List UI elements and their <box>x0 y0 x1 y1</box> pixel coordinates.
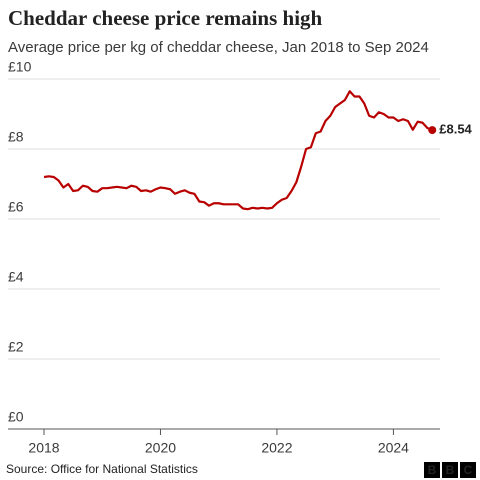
logo-box <box>460 462 476 478</box>
x-tick-label: 2018 <box>28 440 59 456</box>
x-tick-label: 2022 <box>261 440 292 456</box>
logo-letter: C <box>464 463 473 477</box>
y-tick-label: £4 <box>8 269 24 285</box>
y-tick-label: £10 <box>8 59 32 75</box>
source: Source: Office for National Statistics <box>6 462 198 476</box>
logo-letter: B <box>446 463 455 477</box>
chart-title: Cheddar cheese price remains high <box>8 6 323 30</box>
end-point <box>428 126 437 135</box>
value-label: £8.54 <box>439 122 472 137</box>
y-tick-label: £8 <box>8 129 24 145</box>
x-tick-label: 2020 <box>145 440 176 456</box>
y-tick-label: £2 <box>8 339 24 355</box>
logo-letter: B <box>428 463 437 477</box>
y-tick-label: £6 <box>8 199 24 215</box>
line-series <box>43 90 433 211</box>
logo-box <box>424 462 440 478</box>
logo-box <box>442 462 458 478</box>
y-tick-label: £0 <box>8 409 24 425</box>
chart-subtitle: Average price per kg of cheddar cheese, … <box>8 39 429 56</box>
x-tick-label: 2024 <box>378 440 409 456</box>
